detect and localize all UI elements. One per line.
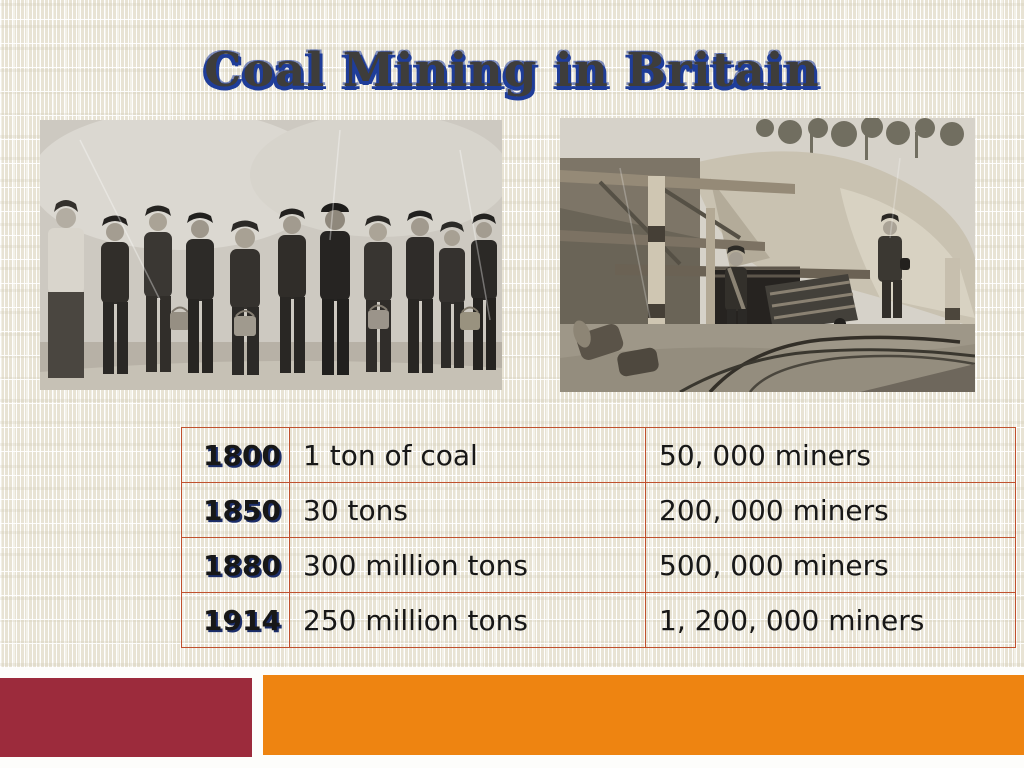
table-row: 1914 250 million tons 1, 200, 000 miners (181, 592, 1016, 648)
output-cell: 250 million tons (289, 592, 646, 648)
year-cell: 1880 (181, 537, 290, 593)
year-cell: 1914 (181, 592, 290, 648)
miners-cell: 50, 000 miners (645, 427, 1016, 483)
table-row: 1850 30 tons 200, 000 miners (181, 482, 1016, 538)
output-cell: 300 million tons (289, 537, 646, 593)
miners-cell: 1, 200, 000 miners (645, 592, 1016, 648)
table-row: 1800 1 ton of coal 50, 000 miners (181, 427, 1016, 483)
mine-entrance-photo (560, 118, 975, 392)
table-row: 1880 300 million tons 500, 000 miners (181, 537, 1016, 593)
miners-cell: 500, 000 miners (645, 537, 1016, 593)
output-cell: 1 ton of coal (289, 427, 646, 483)
year-cell: 1850 (181, 482, 290, 538)
output-cell: 30 tons (289, 482, 646, 538)
miners-group-photo (40, 120, 502, 390)
year-cell: 1800 (181, 427, 290, 483)
miners-cell: 200, 000 miners (645, 482, 1016, 538)
bottom-accent-orange-bar (263, 675, 1024, 755)
bottom-accent-maroon-bar (0, 678, 252, 757)
coal-output-table: 1800 1 ton of coal 50, 000 miners 1850 3… (181, 427, 1016, 648)
slide-title: Coal Mining in Britain (204, 43, 820, 98)
